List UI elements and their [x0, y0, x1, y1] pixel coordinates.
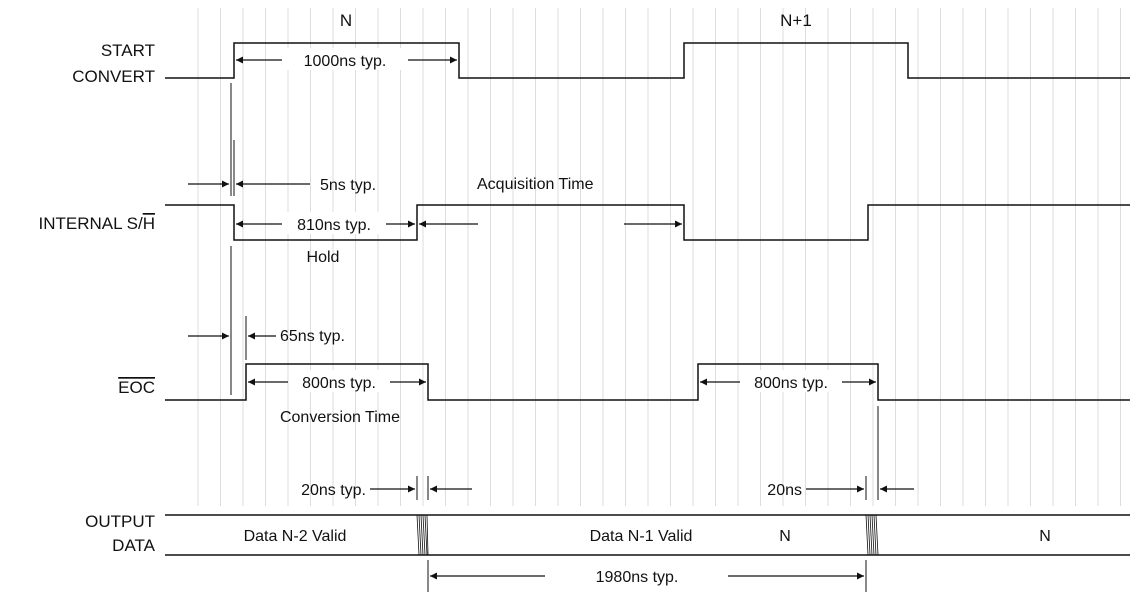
acquisition-time-label: Acquisition Time	[477, 176, 594, 193]
timing-1980ns: 1980ns typ.	[596, 569, 679, 586]
hatch-b6	[875, 514, 879, 556]
signal-label-convert: CONVERT	[72, 67, 155, 86]
data-n-label-right: N	[1039, 528, 1051, 545]
timing-800ns-b: 800ns typ.	[754, 375, 828, 392]
timing-65ns: 65ns typ.	[280, 328, 345, 345]
signal-label-start: START	[101, 41, 155, 60]
hatch-a5	[424, 514, 428, 556]
hatch-b2	[867, 514, 871, 556]
label-bg-800a	[290, 370, 388, 392]
hatch-a2	[418, 514, 422, 556]
cycle-n-plus-1-label: N+1	[780, 11, 812, 30]
eoc-waveform	[165, 363, 1130, 401]
label-bg-800b	[742, 370, 840, 392]
cycle-n-label: N	[340, 11, 352, 30]
label-bg-810	[284, 212, 384, 234]
signal-label-internal-sh-prefix: INTERNAL S/	[38, 214, 143, 233]
conversion-time-label: Conversion Time	[280, 409, 400, 426]
hatch-b1	[865, 514, 869, 556]
signal-label-eoc: EOC	[118, 378, 155, 397]
timing-20ns-short: 20ns	[767, 482, 802, 499]
hatch-a1	[416, 514, 420, 556]
data-n-minus-1-valid: Data N-1 Valid	[590, 528, 693, 545]
hatch-b3	[869, 514, 873, 556]
hatch-b4	[871, 514, 875, 556]
timing-800ns-a: 800ns typ.	[302, 375, 376, 392]
signal-label-internal-sh: INTERNAL S/H	[38, 214, 155, 233]
signal-label-internal-sh-bar: H	[143, 214, 155, 233]
timing-5ns: 5ns typ.	[320, 177, 376, 194]
timing-20ns: 20ns typ.	[301, 482, 366, 499]
timing-810ns: 810ns typ.	[297, 217, 371, 234]
label-bg-1000	[284, 48, 406, 70]
hatch-a4	[422, 514, 426, 556]
background-grid	[197, 8, 1121, 506]
hatch-b5	[873, 514, 877, 556]
start-convert-waveform	[165, 42, 1130, 79]
hatch-a3	[420, 514, 424, 556]
signal-label-data: DATA	[112, 536, 155, 555]
hold-label: Hold	[307, 249, 340, 266]
timing-1000ns: 1000ns typ.	[304, 53, 387, 70]
signal-label-output: OUTPUT	[85, 512, 155, 531]
hatch-a6	[426, 514, 429, 556]
data-n-label-mid: N	[779, 528, 791, 545]
internal-sh-waveform	[165, 204, 1130, 241]
data-n-minus-2-valid: Data N-2 Valid	[244, 528, 347, 545]
